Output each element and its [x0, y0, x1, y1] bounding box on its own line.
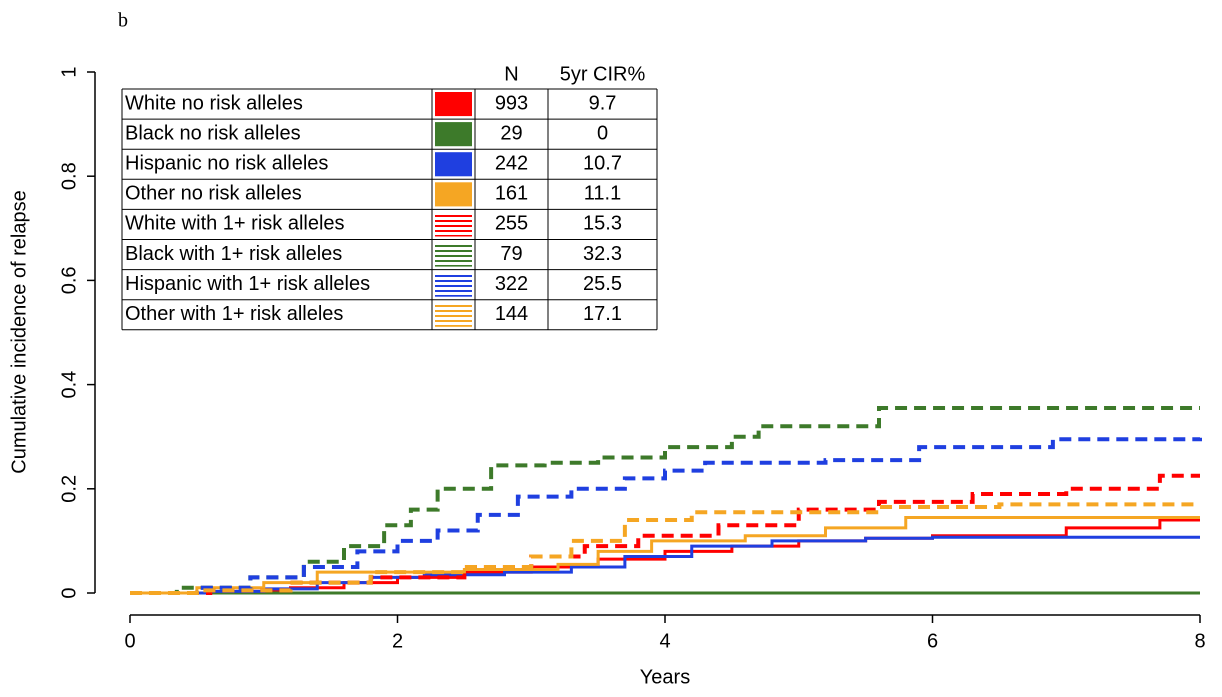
- legend-cir: 10.7: [583, 153, 622, 175]
- series-line: [130, 502, 1200, 595]
- legend-swatch: [435, 182, 472, 207]
- legend-n: 144: [495, 303, 528, 325]
- legend-label: Black with 1+ risk alleles: [125, 243, 342, 265]
- legend-label: Hispanic with 1+ risk alleles: [125, 273, 370, 295]
- legend-n: 993: [495, 92, 528, 114]
- legend-cir: 0: [597, 122, 608, 144]
- y-tick-label: 0.2: [58, 475, 80, 503]
- legend-swatch: [435, 92, 472, 117]
- legend-cir: 17.1: [583, 303, 622, 325]
- legend-label: White with 1+ risk alleles: [125, 213, 345, 235]
- series-line: [130, 406, 1200, 595]
- legend-label: Other with 1+ risk alleles: [125, 303, 343, 325]
- x-tick-label: 2: [392, 630, 403, 652]
- legend-swatch: [435, 122, 472, 147]
- legend-swatch: [435, 242, 472, 267]
- x-tick-label: 0: [124, 630, 135, 652]
- series-line: [130, 518, 1200, 595]
- panel-label: b: [118, 10, 128, 32]
- y-axis-title: Cumulative incidence of relapse: [8, 190, 30, 474]
- x-tick-label: 8: [1194, 630, 1205, 652]
- legend-cir: 32.3: [583, 243, 622, 265]
- y-tick-label: 0: [58, 587, 80, 598]
- y-tick-label: 0.8: [58, 162, 80, 190]
- legend-n: 242: [495, 153, 528, 175]
- legend-swatch: [435, 212, 472, 237]
- legend-swatch: [435, 152, 472, 177]
- x-tick-label: 6: [927, 630, 938, 652]
- legend-cir: 15.3: [583, 213, 622, 235]
- legend-label: Black no risk alleles: [125, 122, 301, 144]
- x-axis-title: Years: [640, 666, 690, 688]
- legend-label: Other no risk alleles: [125, 183, 302, 205]
- series-line: [130, 535, 1200, 595]
- series-line: [130, 515, 1200, 595]
- series-line: [130, 437, 1202, 595]
- legend-cir: 25.5: [583, 273, 622, 295]
- y-tick-label: 1: [58, 66, 80, 77]
- legend-label: Hispanic no risk alleles: [125, 153, 328, 175]
- x-tick-label: 4: [659, 630, 670, 652]
- legend-swatch: [435, 272, 472, 297]
- legend-column-header: N: [504, 63, 518, 85]
- legend-cir: 9.7: [589, 92, 617, 114]
- legend-column-header: 5yr CIR%: [560, 63, 646, 85]
- legend-swatch: [435, 302, 472, 327]
- legend-n: 29: [500, 122, 522, 144]
- legend-cir: 11.1: [584, 183, 621, 205]
- y-tick-label: 0.6: [58, 266, 80, 294]
- y-tick-label: 0.4: [58, 371, 80, 399]
- legend-n: 79: [500, 243, 522, 265]
- legend-n: 255: [495, 213, 528, 235]
- legend-n: 161: [495, 183, 528, 205]
- legend-label: White no risk alleles: [125, 92, 303, 114]
- legend-n: 322: [495, 273, 528, 295]
